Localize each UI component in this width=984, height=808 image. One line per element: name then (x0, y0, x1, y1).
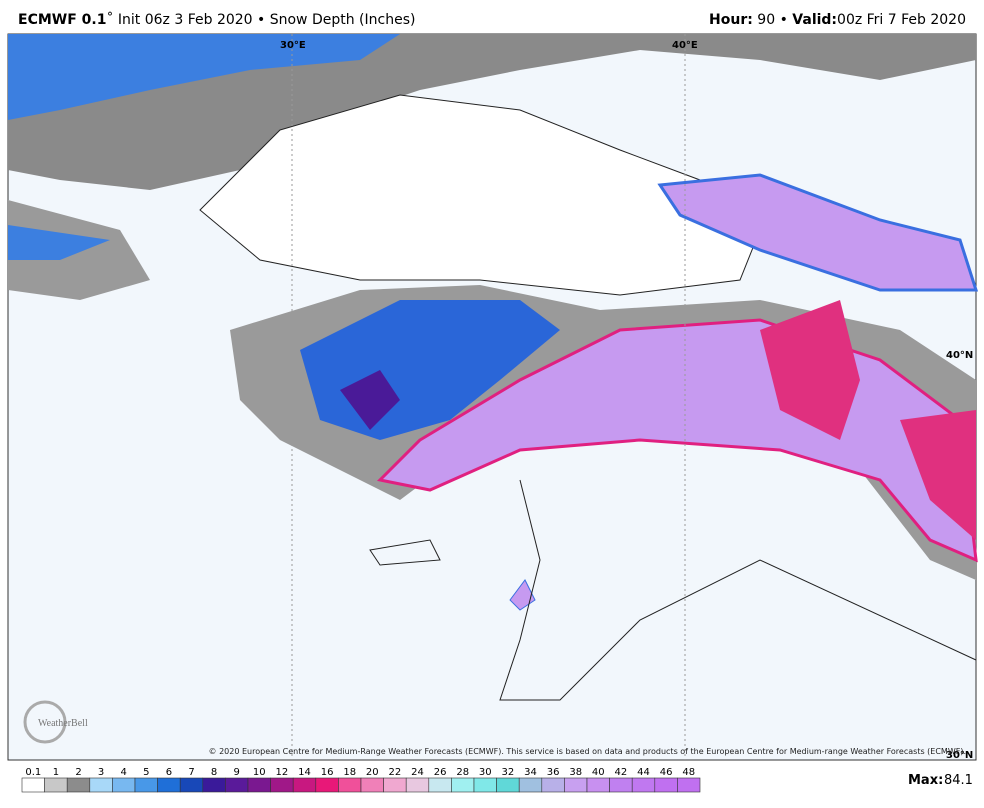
hour-label: Hour: (709, 12, 753, 28)
colorbar-box (179, 777, 204, 793)
colorbar-label: 40 (592, 767, 605, 778)
colorbar-label: 18 (343, 767, 356, 778)
colorbar-label: 2 (75, 767, 81, 778)
colorbar-label: 26 (434, 767, 447, 778)
colorbar-box (405, 777, 430, 793)
colorbar-label: 1 (53, 767, 59, 778)
colorbar-label: 28 (456, 767, 469, 778)
valid: 00z Fri 7 Feb 2020 (837, 12, 966, 28)
colorbar-label: 42 (615, 767, 628, 778)
black-sea (199, 94, 761, 296)
lon-label: 30°E (280, 40, 306, 51)
cyprus (369, 539, 441, 566)
colorbar-label: 10 (253, 767, 266, 778)
colorbar-box (451, 777, 475, 793)
colorbar-box (609, 777, 633, 793)
colorbar-box (473, 777, 497, 793)
colorbar-label: 24 (411, 767, 424, 778)
colorbar-label: 46 (660, 767, 673, 778)
colorbar-box (518, 777, 543, 793)
hour: 90 (757, 12, 776, 28)
colorbar-label: 12 (276, 767, 289, 778)
colorbar-box (21, 777, 45, 793)
colorbar-box (383, 777, 407, 793)
colorbar-label: 5 (143, 767, 149, 778)
map: 30°E 40°E 40°N 30°N WeatherBell © 2020 E… (7, 33, 979, 761)
lat-label: 40°N (946, 350, 973, 361)
borders (499, 479, 977, 701)
colorbar-box (496, 777, 520, 793)
colorbar-label: 4 (121, 767, 127, 778)
colorbar-label: 0.1 (25, 767, 41, 778)
colorbar-box (360, 777, 384, 793)
colorbar-label: 22 (389, 767, 402, 778)
colorbar-box (247, 777, 271, 793)
separator: • (779, 12, 788, 28)
header: ECMWF 0.1˚ Init 06z 3 Feb 2020 • Snow De… (0, 0, 984, 34)
colorbar-box (338, 777, 362, 793)
colorbar-label: 34 (524, 767, 537, 778)
snow-north-blue (8, 34, 400, 120)
snow-balkan-blue (8, 225, 110, 260)
max-value: 84.1 (944, 773, 973, 788)
colorbar-label: 6 (166, 767, 172, 778)
colorbar-label: 20 (366, 767, 379, 778)
colorbar-box (677, 777, 701, 793)
run: ˚ Init 06z 3 Feb 2020 • Snow Depth (Inch… (106, 12, 416, 28)
colorbar-box (270, 777, 294, 793)
snow-lebanon (509, 579, 536, 611)
colorbar-box (66, 777, 91, 793)
colorbar-label: 30 (479, 767, 492, 778)
max-label: Max: (908, 773, 943, 788)
model: ECMWF 0.1 (18, 12, 107, 28)
colorbar: 0.1 1 2 3 4 5 6 7 8 9 10 12 14 16 18 20 22 24 26 28 30 32 34 36… (21, 767, 701, 793)
colorbar-label: 36 (547, 767, 560, 778)
colorbar-box (541, 777, 565, 793)
colorbar-box (89, 777, 113, 793)
colorbar-box (202, 777, 226, 793)
snow-east-pink (760, 300, 860, 440)
colorbar-label: 8 (211, 767, 217, 778)
valid-label: Valid: (792, 12, 838, 28)
snow-anatolia-purple (340, 370, 400, 430)
colorbar-label: 14 (298, 767, 311, 778)
colorbar-box (112, 777, 136, 793)
colorbar-box (428, 777, 452, 793)
colorbar-box (315, 777, 339, 793)
colorbar-box (654, 777, 678, 793)
header-right: Hour: 90 • Valid:00z Fri 7 Feb 2020 (709, 12, 966, 28)
logo-mark (23, 700, 67, 744)
lon-label: 40°E (672, 40, 698, 51)
colorbar-box (631, 777, 656, 793)
colorbar-label: 9 (234, 767, 240, 778)
colorbar-box (564, 777, 588, 793)
colorbar-label: 32 (502, 767, 515, 778)
colorbar-box (292, 777, 317, 793)
colorbar-label: 16 (321, 767, 334, 778)
colorbar-box (44, 777, 68, 793)
colorbar-label: 3 (98, 767, 104, 778)
lat-label: 30°N (946, 750, 973, 761)
header-left: ECMWF 0.1˚ Init 06z 3 Feb 2020 • Snow De… (18, 12, 415, 28)
colorbar-label: 48 (682, 767, 695, 778)
logo: WeatherBell (38, 718, 88, 729)
colorbar-label: 44 (637, 767, 650, 778)
copyright: © 2020 European Centre for Medium-Range … (209, 747, 966, 756)
colorbar-label: 38 (569, 767, 582, 778)
snow-north (8, 34, 976, 190)
colorbar-box (134, 777, 158, 793)
colorbar-label: 7 (188, 767, 194, 778)
colorbar-box (586, 777, 610, 793)
snow-iran-pink (900, 410, 976, 540)
colorbar-box (157, 777, 181, 793)
snow-caucasus (657, 173, 979, 292)
colorbar-box (225, 777, 249, 793)
